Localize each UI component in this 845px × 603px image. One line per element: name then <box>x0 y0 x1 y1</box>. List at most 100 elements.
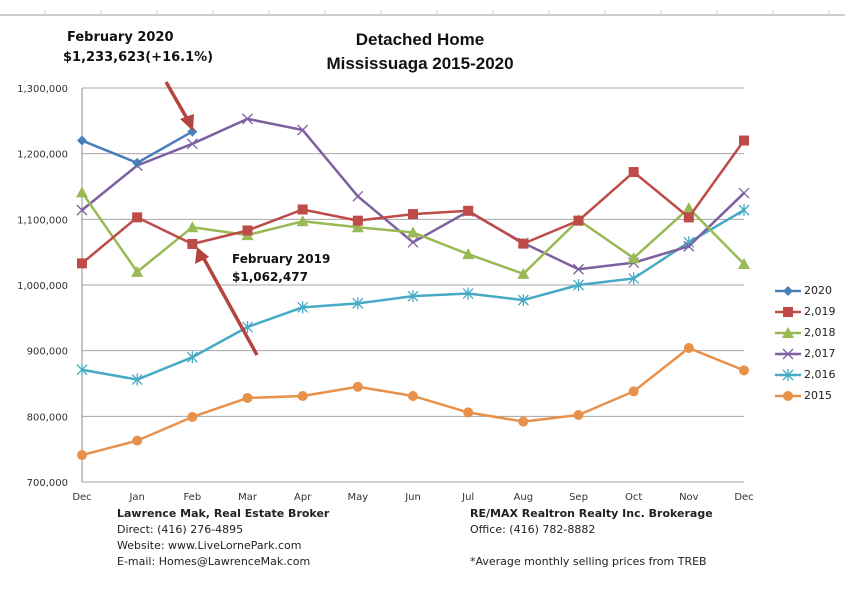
agent-name: Lawrence Mak, Real Estate Broker <box>117 507 330 520</box>
data-point <box>297 124 309 136</box>
legend-swatch-icon <box>775 285 801 296</box>
legend-swatch-icon <box>775 348 801 359</box>
y-tick-label: 800,000 <box>27 412 68 423</box>
y-tick-label: 1,100,000 <box>17 215 68 226</box>
legend-marker <box>782 348 794 359</box>
data-point <box>573 263 584 275</box>
annotation-feb-2020: February 2020 $1,233,623(+16.1%) <box>63 30 213 131</box>
annotation-feb-2020-line2: $1,233,623(+16.1%) <box>63 50 213 65</box>
data-point <box>352 381 363 392</box>
y-tick-label: 900,000 <box>27 347 68 358</box>
data-point <box>518 238 529 249</box>
legend-item: 2,017 <box>775 343 836 364</box>
data-point <box>352 190 364 202</box>
data-point <box>683 240 695 252</box>
x-tick-label: May <box>347 492 368 503</box>
series-2015 <box>77 343 749 461</box>
data-source-note: *Average monthly selling prices from TRE… <box>470 555 707 568</box>
data-point <box>628 167 639 178</box>
legend-item: 2,019 <box>775 301 836 322</box>
data-point <box>463 205 474 216</box>
x-axis-ticks: Dec Jan Feb Mar Apr May Jun Jul Aug Sep Oct Nov Dec <box>72 492 753 503</box>
y-tick-label: 700,000 <box>27 478 68 489</box>
data-point <box>407 236 419 248</box>
data-point <box>296 215 309 227</box>
y-tick-label: 1,300,000 <box>17 84 68 95</box>
series-group <box>76 113 750 461</box>
x-tick-label: Jan <box>128 492 144 503</box>
series-line <box>81 346 745 457</box>
data-point <box>131 373 143 386</box>
data-point <box>628 272 640 285</box>
data-point <box>187 238 198 249</box>
legend-marker <box>783 390 793 401</box>
data-point <box>407 290 419 303</box>
data-point <box>186 351 198 364</box>
data-point <box>352 215 363 226</box>
data-point <box>627 252 640 264</box>
legend-label: 2,016 <box>804 368 836 381</box>
x-tick-label: Mar <box>238 492 258 503</box>
legend-item: 2,018 <box>775 322 836 343</box>
data-point <box>242 113 253 125</box>
annotation-feb-2019-line1: February 2019 <box>232 252 330 266</box>
chart-subtitle: Mississuaga 2015-2020 <box>326 54 513 73</box>
x-tick-label: Oct <box>625 492 642 503</box>
brokerage-name: RE/MAX Realtron Realty Inc. Brokerage <box>470 507 713 520</box>
y-tick-label: 1,000,000 <box>17 281 68 292</box>
legend-label: 2020 <box>804 284 832 297</box>
y-tick-label: 1,200,000 <box>17 150 68 161</box>
legend-label: 2,019 <box>804 305 836 318</box>
data-point <box>738 204 750 217</box>
data-point <box>573 410 584 421</box>
data-point <box>77 450 87 461</box>
brokerage-block: RE/MAX Realtron Realty Inc. Brokerage Of… <box>470 506 713 570</box>
data-point <box>76 204 88 216</box>
y-axis-ticks: 700,000 800,000 900,000 1,000,000 1,100,000 1… <box>17 84 68 489</box>
data-point <box>517 267 530 279</box>
data-point <box>132 435 143 446</box>
data-point <box>407 226 419 238</box>
data-point <box>132 157 143 168</box>
data-point <box>739 365 749 376</box>
legend-swatch-icon <box>775 390 801 401</box>
data-point <box>739 135 749 146</box>
data-point <box>77 258 87 269</box>
data-point <box>518 416 529 427</box>
chart-legend: 2020 2,019 2,018 2,017 2,016 2015 <box>775 280 836 406</box>
data-point <box>186 221 199 233</box>
arrow-head-feb-2020 <box>180 114 194 131</box>
series-2018 <box>76 186 750 279</box>
series-2019 <box>77 135 749 269</box>
chart-title: Detached Home <box>356 30 484 49</box>
annotation-feb-2019-line2: $1,062,477 <box>232 270 308 284</box>
x-tick-label: Dec <box>72 492 91 503</box>
annotation-feb-2019: February 2019 $1,062,477 <box>195 247 330 356</box>
x-tick-label: Apr <box>294 492 312 503</box>
series-line <box>81 139 746 265</box>
data-point <box>187 411 198 422</box>
annotation-arrow-feb-2020 <box>164 81 191 123</box>
data-point <box>738 187 750 199</box>
data-point <box>517 294 529 307</box>
data-point <box>132 212 143 223</box>
data-point <box>351 221 364 233</box>
series-2020 <box>77 126 198 168</box>
sheet-header-line <box>0 10 845 16</box>
agent-contact-block: Lawrence Mak, Real Estate Broker Direct:… <box>117 506 329 570</box>
data-point <box>187 126 198 137</box>
x-tick-label: Jul <box>461 492 474 503</box>
brokerage-office-phone: Office: (416) 782-8882 <box>470 523 596 536</box>
legend-marker <box>782 326 794 338</box>
data-point <box>76 363 88 376</box>
legend-item: 2,016 <box>775 364 836 385</box>
data-point <box>573 279 584 291</box>
agent-website: Website: www.LiveLornePark.com <box>117 539 302 552</box>
legend-swatch-icon <box>775 368 801 381</box>
data-point <box>242 225 253 236</box>
data-point <box>408 390 418 401</box>
legend-item: 2015 <box>775 385 836 406</box>
x-tick-label: Dec <box>734 492 753 503</box>
x-tick-label: Feb <box>183 492 201 503</box>
